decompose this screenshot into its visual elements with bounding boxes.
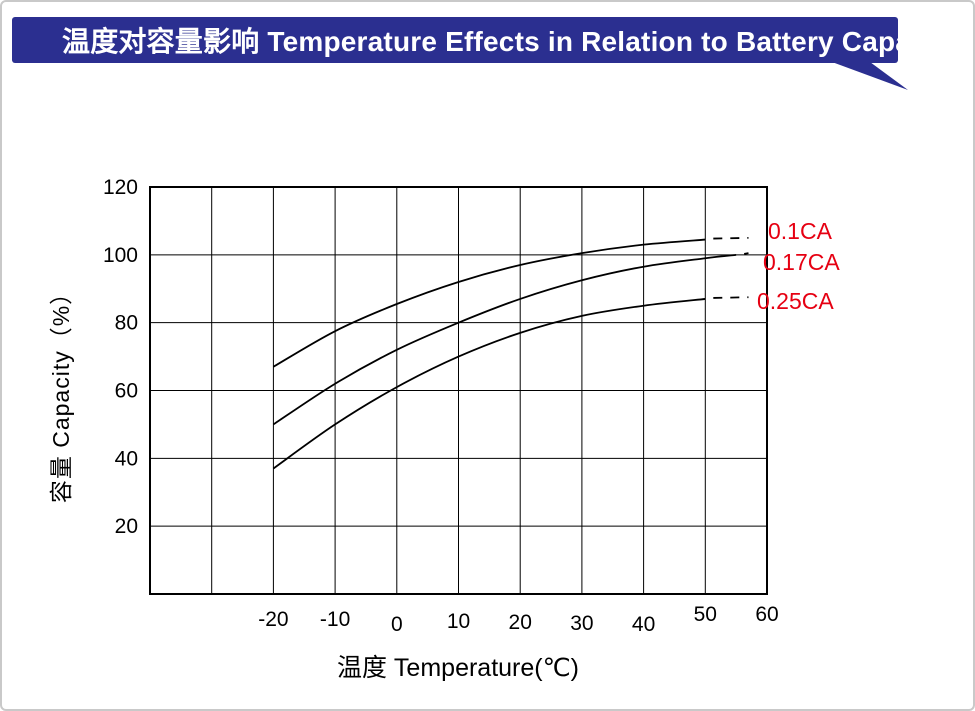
y-tick-labels: 120 100 80 60 40 20 xyxy=(103,176,138,538)
svg-text:10: 10 xyxy=(447,610,470,633)
series-label-0.25CA: 0.25CA xyxy=(757,288,834,314)
svg-text:0: 0 xyxy=(391,613,403,636)
grid-lines xyxy=(150,187,767,594)
svg-text:60: 60 xyxy=(755,603,778,626)
series-curve-0.1CA xyxy=(272,238,706,368)
svg-text:50: 50 xyxy=(694,603,717,626)
svg-text:20: 20 xyxy=(509,611,532,634)
x-axis-title: 温度 Temperature(℃) xyxy=(336,654,580,682)
svg-text:60: 60 xyxy=(115,380,138,403)
x-tick-labels: -20 -10 0 10 20 30 40 50 60 xyxy=(258,603,778,636)
svg-text:30: 30 xyxy=(570,612,593,635)
page-title: 温度对容量影响 Temperature Effects in Relation … xyxy=(62,26,961,57)
series-label-0.17CA: 0.17CA xyxy=(763,249,840,275)
series-curve-0.25CA xyxy=(272,298,706,470)
series-dash-0.1CA xyxy=(713,236,749,240)
y-axis-title: 容量 Capacity（%） xyxy=(48,280,74,504)
series-curve-0.17CA xyxy=(272,253,737,426)
svg-text:20: 20 xyxy=(115,515,138,538)
series-label-0.1CA: 0.1CA xyxy=(768,218,832,244)
title-banner: 温度对容量影响 Temperature Effects in Relation … xyxy=(12,17,960,63)
plot-border xyxy=(149,186,768,595)
svg-text:-20: -20 xyxy=(258,608,288,631)
svg-text:120: 120 xyxy=(103,176,138,199)
svg-text:40: 40 xyxy=(115,447,138,470)
svg-text:80: 80 xyxy=(115,312,138,335)
svg-text:100: 100 xyxy=(103,244,138,267)
banner-tail-icon xyxy=(832,62,908,90)
svg-text:40: 40 xyxy=(632,613,655,636)
svg-text:-10: -10 xyxy=(320,608,350,631)
series-dash-0.17CA xyxy=(744,252,749,255)
series-dash-0.25CA xyxy=(713,296,749,299)
